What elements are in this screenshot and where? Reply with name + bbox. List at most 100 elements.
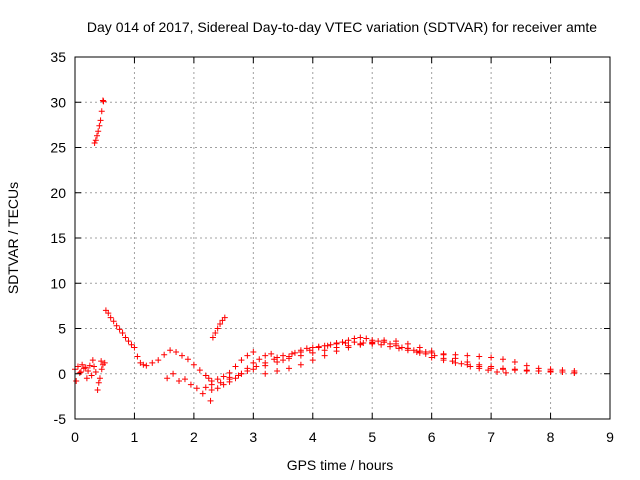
data-point [476, 361, 483, 368]
y-tick-label: 25 [50, 140, 66, 156]
data-point [143, 362, 150, 369]
data-point [83, 375, 90, 382]
data-point [387, 343, 394, 350]
data-points [72, 97, 578, 404]
data-point [244, 368, 251, 375]
data-point [98, 366, 105, 373]
data-point [207, 397, 214, 404]
data-point [363, 335, 370, 342]
data-point [125, 338, 132, 345]
data-point [98, 358, 105, 365]
data-point [297, 352, 304, 359]
y-tick-label: 30 [50, 94, 66, 110]
data-point [413, 349, 420, 356]
data-point [488, 363, 495, 370]
data-point [95, 128, 102, 135]
data-point [378, 341, 385, 348]
y-tick-label: -5 [54, 411, 67, 427]
data-point [94, 387, 101, 394]
data-point [306, 347, 313, 354]
data-point [535, 368, 542, 375]
data-point [244, 352, 251, 359]
y-tick-label: 35 [50, 49, 66, 65]
x-tick-label: 7 [487, 429, 495, 445]
data-point [196, 367, 203, 374]
data-point [375, 338, 382, 345]
y-tick-label: 15 [50, 230, 66, 246]
grid-lines [75, 57, 610, 419]
data-point [167, 347, 174, 354]
data-point [92, 368, 99, 375]
data-point [571, 369, 578, 376]
x-tick-label: 5 [368, 429, 376, 445]
data-point [274, 368, 281, 375]
data-point [357, 340, 364, 347]
data-point [76, 369, 83, 376]
data-point [173, 349, 180, 356]
data-point [98, 108, 105, 115]
y-tick-labels: -5 0 5 10 15 20 25 30 35 [50, 49, 66, 427]
data-point [262, 352, 269, 359]
data-point [321, 347, 328, 354]
data-point [395, 345, 402, 352]
data-point [122, 334, 129, 341]
data-point [494, 368, 501, 375]
data-point [452, 355, 459, 362]
data-point [547, 368, 554, 375]
data-point [250, 359, 257, 366]
data-point [179, 352, 185, 359]
data-point [79, 361, 86, 368]
data-point [511, 366, 518, 373]
data-point [221, 314, 228, 321]
data-point [208, 381, 215, 388]
data-point [458, 360, 465, 367]
x-tick-label: 4 [309, 429, 317, 445]
y-tick-label: 20 [50, 185, 66, 201]
data-point [74, 363, 81, 370]
data-point [89, 357, 96, 364]
x-tick-label: 8 [547, 429, 555, 445]
data-point [220, 373, 227, 380]
data-point [149, 359, 156, 366]
data-point [238, 357, 245, 364]
data-point [170, 370, 177, 377]
data-point [190, 361, 197, 368]
data-point [428, 354, 435, 361]
data-point [250, 366, 257, 373]
data-point [107, 314, 114, 321]
chart-title: Day 014 of 2017, Sidereal Day-to-day VTE… [87, 19, 597, 35]
data-point [238, 370, 245, 377]
data-point [315, 344, 322, 351]
data-point [416, 344, 423, 351]
data-point [214, 376, 221, 383]
data-point [523, 367, 530, 374]
data-point [500, 365, 506, 372]
x-tick-label: 0 [71, 429, 79, 445]
y-tick-label: 5 [58, 321, 66, 337]
data-point [214, 385, 221, 392]
data-point [500, 356, 506, 363]
data-point [214, 325, 221, 332]
data-point [86, 362, 93, 369]
x-tick-label: 9 [606, 429, 614, 445]
data-point [212, 330, 219, 337]
data-point [128, 341, 135, 348]
data-point [286, 365, 292, 372]
data-point [268, 350, 275, 357]
data-point [309, 344, 316, 351]
data-point [369, 339, 376, 346]
data-point [110, 318, 117, 325]
data-point [217, 379, 224, 386]
data-point [100, 98, 107, 105]
data-point [176, 377, 183, 384]
data-point [253, 363, 260, 370]
data-point [502, 369, 509, 376]
data-point [73, 377, 80, 384]
x-tick-labels: 0 1 2 3 4 5 6 7 8 9 [71, 429, 614, 445]
data-point [288, 350, 295, 357]
data-point [96, 375, 103, 382]
data-point [105, 310, 112, 317]
data-point [164, 375, 171, 382]
y-axis-label: SDTVAR / TECUs [5, 182, 21, 294]
data-point [297, 361, 304, 368]
